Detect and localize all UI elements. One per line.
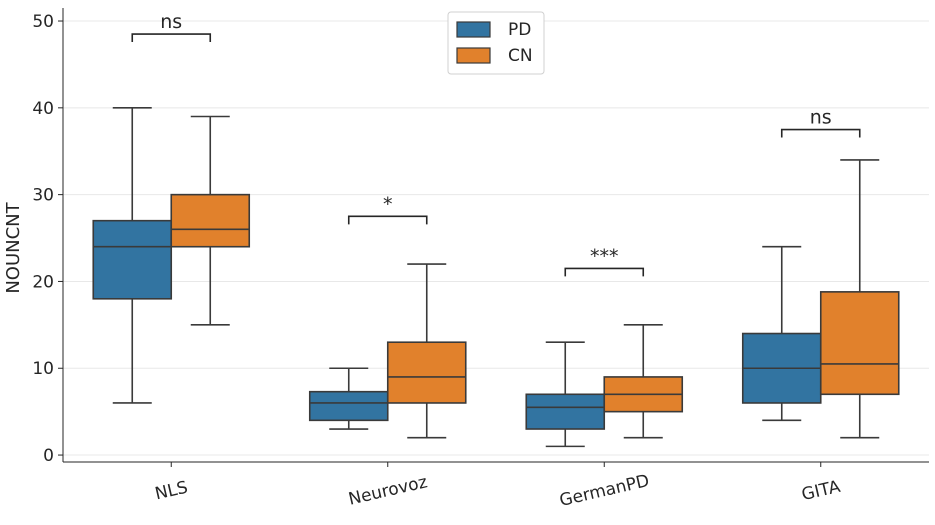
significance-label: ns [810, 107, 832, 129]
significance-bracket [564, 267, 645, 277]
significance-label: ns [160, 11, 182, 33]
box-iqr [386, 341, 467, 404]
significance-label: *** [590, 245, 619, 267]
box-iqr [308, 390, 389, 422]
box-iqr [525, 393, 606, 430]
y-axis-label: NOUNCNT [3, 201, 24, 293]
legend-item-cn: CN [456, 46, 533, 66]
box-pd-neurovoz [308, 367, 389, 430]
box-cn-germanpd [603, 324, 684, 439]
box-cn-nls [170, 115, 251, 326]
significance-neurovoz: * [347, 193, 428, 225]
y-tick-label: 0 [43, 446, 54, 466]
significance-annotations: ns****ns [131, 11, 861, 277]
y-tick-label: 40 [32, 99, 54, 119]
box-pd-germanpd [525, 341, 606, 448]
significance-bracket [780, 128, 861, 138]
y-tick-label: 10 [32, 359, 54, 379]
box-iqr [92, 219, 173, 300]
boxes [92, 107, 900, 448]
y-tick-label: 20 [32, 272, 54, 292]
significance-bracket [131, 33, 212, 43]
legend-label: PD [508, 20, 531, 40]
box-iqr [819, 291, 900, 396]
y-tick-label: 50 [32, 12, 54, 32]
axes [58, 8, 929, 467]
legend-swatch [456, 47, 491, 64]
significance-label: * [383, 193, 393, 215]
significance-nls: ns [131, 11, 212, 43]
legend-item-pd: PD [456, 20, 531, 40]
significance-germanpd: *** [564, 245, 645, 277]
legend-box: PD CN [447, 11, 545, 75]
legend-swatch [456, 21, 491, 38]
legend-label: CN [508, 46, 533, 66]
significance-gita: ns [780, 107, 861, 138]
box-pd-gita [741, 245, 822, 422]
box-cn-neurovoz [386, 263, 467, 439]
box-cn-gita [819, 159, 900, 439]
box-pd-nls [92, 107, 173, 404]
box-iqr [170, 193, 251, 248]
significance-bracket [347, 215, 428, 225]
y-tick-label: 30 [32, 186, 54, 206]
legend: PD CN [447, 11, 545, 75]
